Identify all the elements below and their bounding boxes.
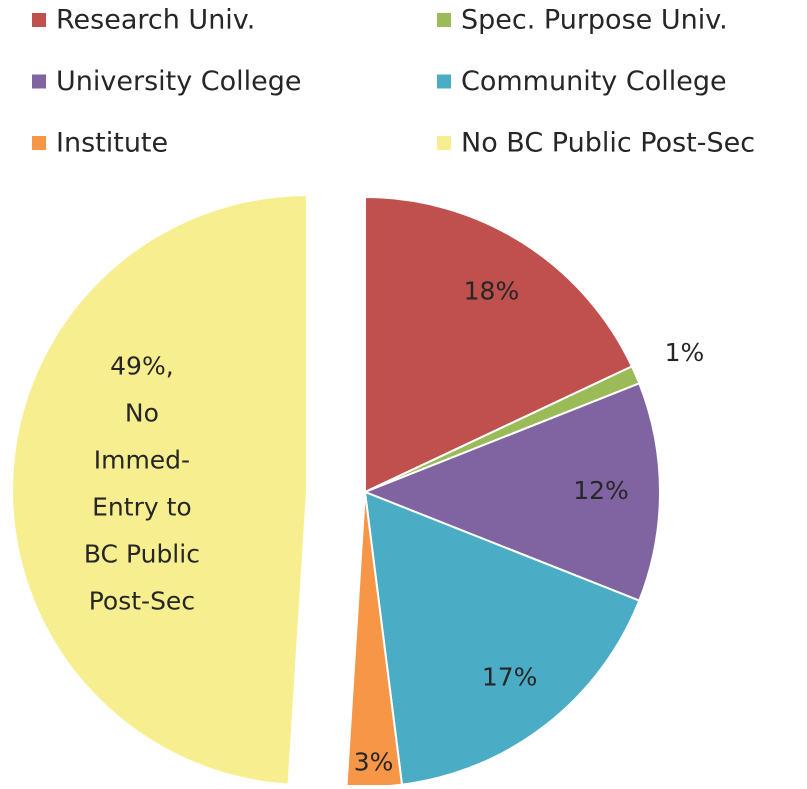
- legend-swatch: [437, 136, 451, 150]
- slice-label: 18%: [464, 277, 520, 306]
- legend-swatch: [32, 136, 46, 150]
- legend-swatch: [437, 13, 451, 27]
- legend-label: Community College: [461, 66, 727, 97]
- legend-label: Spec. Purpose Univ.: [461, 5, 728, 36]
- legend-label: University College: [56, 66, 302, 97]
- slice-label: 1%: [665, 338, 705, 367]
- slice-label-line: No: [125, 398, 159, 427]
- slice-label-line: Post-Sec: [89, 586, 195, 615]
- pie-slice: [364, 195, 634, 494]
- slice-label-line: 49%,: [110, 351, 174, 380]
- legend-label: No BC Public Post-Sec: [461, 128, 755, 159]
- slice-label: 12%: [573, 476, 629, 505]
- slice-label-line: Entry to: [92, 492, 192, 521]
- slice-label-line: BC Public: [84, 539, 200, 568]
- slice-label: 17%: [482, 662, 538, 691]
- legend-swatch: [32, 74, 46, 89]
- slice-label: 3%: [354, 747, 394, 776]
- slice-label: 49%, No Immed- Entry to BC Public Post-Sec: [84, 351, 200, 615]
- legend-label: Research Univ.: [56, 5, 255, 36]
- pie-slice: [362, 382, 661, 602]
- legend-label: Institute: [56, 128, 168, 159]
- legend-swatch: [437, 74, 451, 89]
- pie-slice: [363, 490, 641, 786]
- pie-slice: [11, 194, 309, 786]
- slice-label-line: Immed-: [94, 445, 190, 474]
- legend-swatch: [32, 13, 46, 27]
